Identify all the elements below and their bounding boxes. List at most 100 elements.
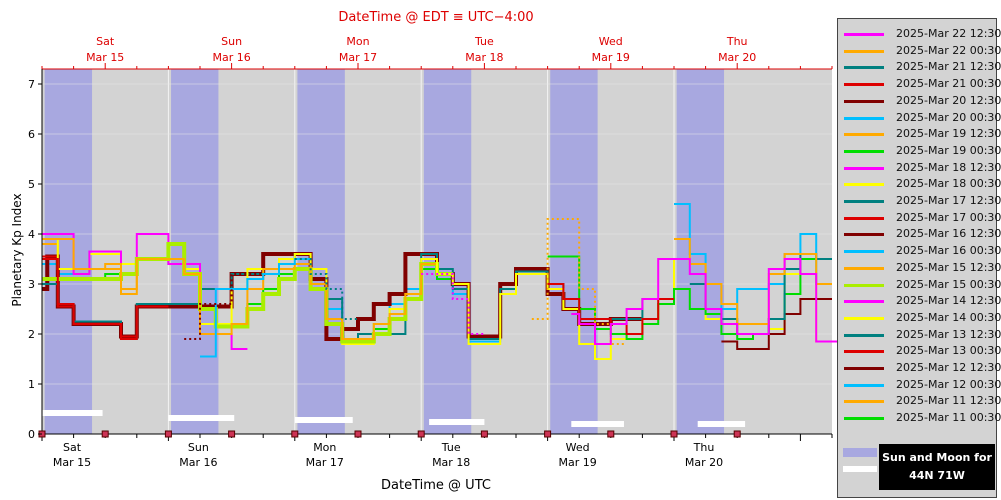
x-date-label: Mar 19 [558, 456, 596, 469]
top-day-label: Thu [726, 35, 748, 48]
x-day-label: Sun [188, 441, 209, 454]
x-day-label: Sat [63, 441, 82, 454]
legend-label: 2025-Mar 16 12:30 [896, 227, 1001, 241]
moon-bar [429, 419, 485, 425]
legend-entry: 2025-Mar 20 12:30 [844, 94, 1001, 110]
legend-entry: 2025-Mar 17 12:30 [844, 194, 1001, 210]
legend-entry: 2025-Mar 22 00:30 [844, 44, 1001, 60]
x-day-label: Wed [566, 441, 590, 454]
moon-bars [42, 410, 746, 427]
legend-label: 2025-Mar 21 12:30 [896, 60, 1001, 74]
legend-swatch [844, 216, 884, 220]
legend-entry: 2025-Mar 19 12:30 [844, 127, 1001, 143]
legend-entry: 2025-Mar 17 00:30 [844, 211, 1001, 227]
legend-label: 2025-Mar 20 12:30 [896, 93, 1001, 107]
legend-label: 2025-Mar 14 12:30 [896, 294, 1001, 308]
legend-label: 2025-Mar 13 12:30 [896, 327, 1001, 341]
legend-swatch [844, 400, 884, 404]
legend-entry: 2025-Mar 20 00:30 [844, 111, 1001, 127]
legend-swatch [844, 49, 884, 53]
night-band [297, 69, 345, 434]
legend-entry: 2025-Mar 14 00:30 [844, 311, 1001, 327]
legend-label: 2025-Mar 16 00:30 [896, 244, 1001, 258]
sunrise-marker [417, 430, 425, 438]
top-day-label: Sat [96, 35, 115, 48]
legend-entry: 2025-Mar 12 12:30 [844, 361, 1001, 377]
legend-swatch [844, 183, 884, 187]
y-tick-label: 5 [28, 178, 35, 191]
moon-bar [294, 417, 353, 423]
x-day-label: Thu [693, 441, 715, 454]
legend-label: 2025-Mar 12 00:30 [896, 377, 1001, 391]
legend-label: 2025-Mar 11 12:30 [896, 394, 1001, 408]
moon-bar [42, 410, 103, 416]
legend-swatch [844, 333, 884, 337]
legend-label: 2025-Mar 19 00:30 [896, 143, 1001, 157]
legend-swatch [844, 133, 884, 137]
legend-swatch [844, 350, 884, 354]
legend-label: 2025-Mar 19 12:30 [896, 127, 1001, 141]
top-date-label: Mar 19 [592, 51, 630, 64]
legend-swatch [844, 283, 884, 287]
legend-label: 2025-Mar 17 12:30 [896, 194, 1001, 207]
x-date-label: Mar 15 [53, 456, 91, 469]
legend-swatch [844, 417, 884, 421]
top-day-label: Sun [221, 35, 242, 48]
night-band [171, 69, 219, 434]
top-day-label: Tue [474, 35, 494, 48]
legend-label: 2025-Mar 15 12:30 [896, 260, 1001, 274]
legend-label: 2025-Mar 17 00:30 [896, 210, 1001, 224]
legend-entry: 2025-Mar 18 00:30 [844, 177, 1001, 193]
moon-bar [168, 415, 235, 421]
legend-moon-swatch [843, 466, 877, 472]
legend-entry: 2025-Mar 21 00:30 [844, 77, 1001, 93]
sunset-marker [101, 430, 109, 438]
sunrise-marker [164, 430, 172, 438]
y-tick-label: 6 [28, 128, 35, 141]
night-band [423, 69, 472, 434]
legend-swatch [844, 116, 884, 120]
legend-label: 2025-Mar 22 12:30 [896, 27, 1001, 40]
legend-label: 2025-Mar 13 00:30 [896, 344, 1001, 358]
top-date-label: Mar 15 [86, 51, 124, 64]
y-axis-label: Planetary Kp Index [10, 193, 24, 306]
legend-swatch [844, 83, 884, 87]
y-tick-label: 4 [28, 228, 35, 241]
series-line [674, 203, 832, 310]
legend-swatch [844, 33, 884, 36]
legend-swatch [844, 300, 884, 304]
x-date-label: Mar 16 [179, 456, 217, 469]
legend-entry: 2025-Mar 19 00:30 [844, 144, 1001, 160]
legend: 2025-Mar 22 12:30 2025-Mar 22 00:30 2025-M… [837, 18, 1001, 498]
top-date-label: Mar 17 [339, 51, 377, 64]
x-date-label: Mar 18 [432, 456, 470, 469]
sun-moon-location-note: Sun and Moon for 44N 71W [879, 444, 995, 490]
sun-moon-line1: Sun and Moon for [882, 451, 992, 464]
legend-swatch [844, 250, 884, 254]
y-tick-label: 2 [28, 328, 35, 341]
legend-entry: 2025-Mar 13 12:30 [844, 328, 1001, 344]
y-tick-label: 7 [28, 78, 35, 91]
y-tick-label: 1 [28, 378, 35, 391]
legend-swatch [844, 233, 884, 237]
sunrise-marker [291, 430, 299, 438]
top-day-label: Wed [599, 35, 623, 48]
series-line [184, 273, 264, 340]
moon-bar [697, 421, 746, 427]
night-band [676, 69, 725, 434]
sunrise-marker [670, 430, 678, 438]
legend-entry: 2025-Mar 21 12:30 [844, 60, 1001, 76]
legend-swatch [844, 266, 884, 270]
sunset-marker [480, 430, 488, 438]
series-line [674, 238, 832, 325]
legend-entry: 2025-Mar 22 12:30 [844, 27, 1001, 43]
series-lines [42, 203, 848, 360]
legend-swatch [844, 149, 884, 153]
legend-entry: 2025-Mar 15 00:30 [844, 278, 1001, 294]
legend-swatch [844, 367, 884, 370]
sunset-marker [607, 430, 615, 438]
x-day-label: Mon [313, 441, 336, 454]
legend-swatch [844, 200, 884, 203]
sunset-marker [354, 430, 362, 438]
